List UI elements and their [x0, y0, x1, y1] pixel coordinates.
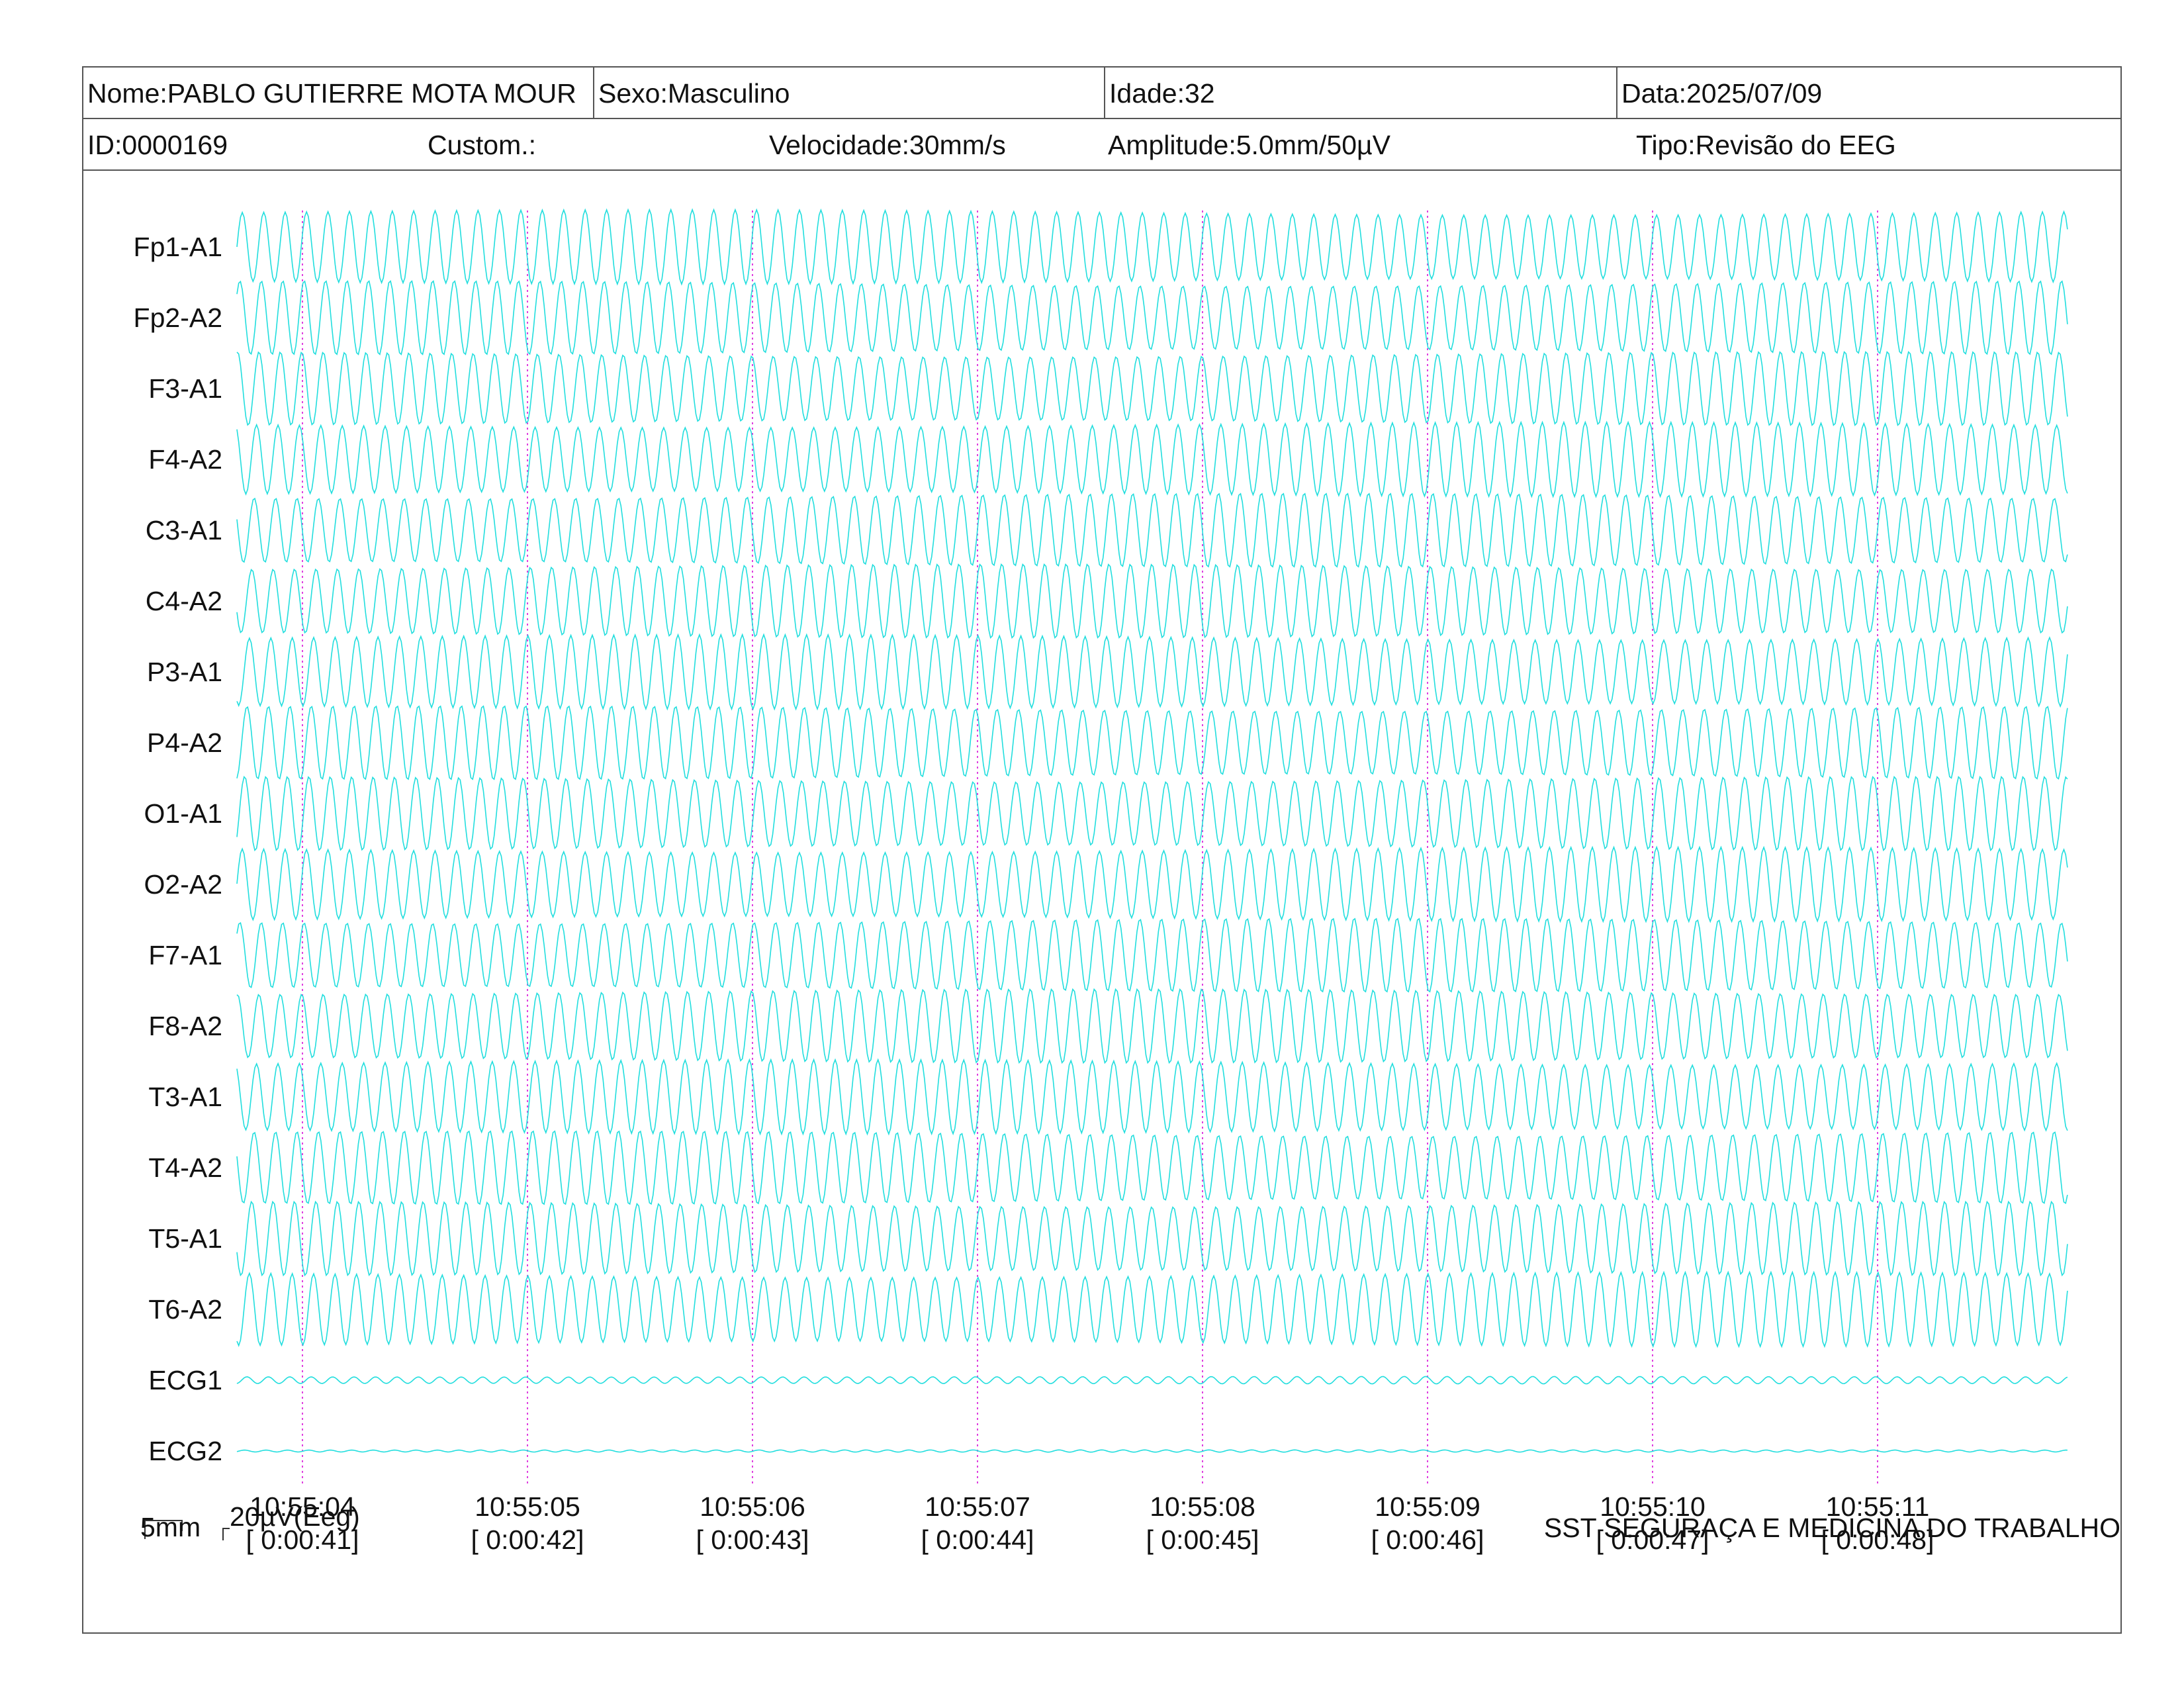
exam-type: Tipo:Revisão do EEG: [1636, 130, 1896, 160]
channel-trace: [236, 1449, 2068, 1453]
eeg-report: Nome:PABLO GUTIERRE MOTA MOUR Sexo:Mascu…: [82, 66, 2122, 1634]
channel-trace: [236, 420, 2068, 498]
patient-age: Idade:32: [1104, 68, 1616, 119]
channel-label: T6-A2: [148, 1294, 222, 1325]
patient-name: Nome:PABLO GUTIERRE MOTA MOUR: [87, 78, 576, 109]
custom-field: Custom.:: [428, 130, 537, 160]
channel-label: F3-A1: [148, 373, 222, 404]
elapsed-tick-label: [ 0:00:47]: [1596, 1524, 1709, 1555]
recording-speed: Velocidade:30mm/s: [769, 130, 1006, 160]
recording-amplitude: Amplitude:5.0mm/50µV: [1108, 130, 1390, 160]
elapsed-tick-label: [ 0:00:46]: [1371, 1524, 1484, 1555]
channel-label: T3-A1: [148, 1082, 222, 1112]
channel-trace: [236, 1376, 2068, 1385]
patient-id: ID:0000169: [87, 130, 228, 160]
channel-trace: [236, 705, 2068, 780]
time-tick-label: 10:55:10: [1600, 1491, 1706, 1522]
time-tick-label: 10:55:04: [250, 1491, 355, 1522]
scale-bar-icon: [144, 1520, 230, 1540]
scale-length-label: 5mm: [140, 1512, 201, 1542]
channel-label: C4-A2: [146, 586, 222, 616]
channel-label: P4-A2: [147, 727, 222, 758]
channel-trace: [236, 492, 2068, 568]
channel-label: P3-A1: [147, 657, 222, 687]
time-tick-label: 10:55:07: [925, 1491, 1030, 1522]
header-row-exam: ID:0000169 Custom.: Velocidade:30mm/s Am…: [83, 119, 2120, 171]
channel-label: T5-A1: [148, 1223, 222, 1254]
channel-label: F8-A2: [148, 1011, 222, 1041]
channel-label: T4-A2: [148, 1152, 222, 1183]
channel-label: F7-A1: [148, 940, 222, 970]
elapsed-tick-label: [ 0:00:48]: [1821, 1524, 1934, 1555]
channel-label: ECG1: [148, 1365, 222, 1395]
exam-date: Data:2025/07/09: [1616, 68, 2122, 119]
scale-amplitude-label: 20µV(Eeg): [230, 1501, 360, 1532]
channel-label: C3-A1: [146, 515, 222, 545]
channel-trace: [236, 208, 2068, 286]
channel-trace: [236, 563, 2068, 639]
institution-footer: SST SEGURAÇA E MEDICINA DO TRABALHO: [1543, 1513, 2120, 1543]
elapsed-tick-label: [ 0:00:41]: [246, 1524, 359, 1555]
channel-label: ECG2: [148, 1436, 222, 1466]
time-tick-label: 10:55:06: [700, 1491, 805, 1522]
channel-label: Fp2-A2: [134, 303, 222, 333]
time-tick-label: 10:55:09: [1375, 1491, 1480, 1522]
patient-sex: Sexo:Masculino: [593, 68, 1104, 119]
elapsed-tick-label: [ 0:00:45]: [1146, 1524, 1259, 1555]
channel-label: F4-A2: [148, 444, 222, 475]
channel-trace: [236, 917, 2068, 993]
channel-trace: [236, 1130, 2068, 1205]
time-tick-label: 10:55:11: [1826, 1491, 1930, 1522]
elapsed-tick-label: [ 0:00:42]: [471, 1524, 584, 1555]
time-tick-label: 10:55:08: [1150, 1491, 1255, 1522]
channel-trace: [236, 351, 2068, 426]
channel-trace: [236, 633, 2068, 711]
channel-trace: [236, 1200, 2068, 1277]
elapsed-tick-label: [ 0:00:44]: [921, 1524, 1034, 1555]
channel-trace: [236, 1270, 2068, 1348]
channel-label: Fp1-A1: [134, 232, 222, 262]
channel-trace: [236, 988, 2068, 1064]
channel-trace: [236, 1058, 2068, 1136]
elapsed-tick-label: [ 0:00:43]: [696, 1524, 809, 1555]
channel-label: O1-A1: [144, 798, 223, 829]
channel-label: O2-A2: [144, 869, 223, 900]
channel-trace: [236, 280, 2068, 355]
channel-trace: [236, 775, 2068, 852]
channel-trace: [236, 845, 2068, 923]
time-tick-label: 10:55:05: [475, 1491, 580, 1522]
header-row-patient: Nome:PABLO GUTIERRE MOTA MOUR Sexo:Mascu…: [83, 68, 2120, 119]
